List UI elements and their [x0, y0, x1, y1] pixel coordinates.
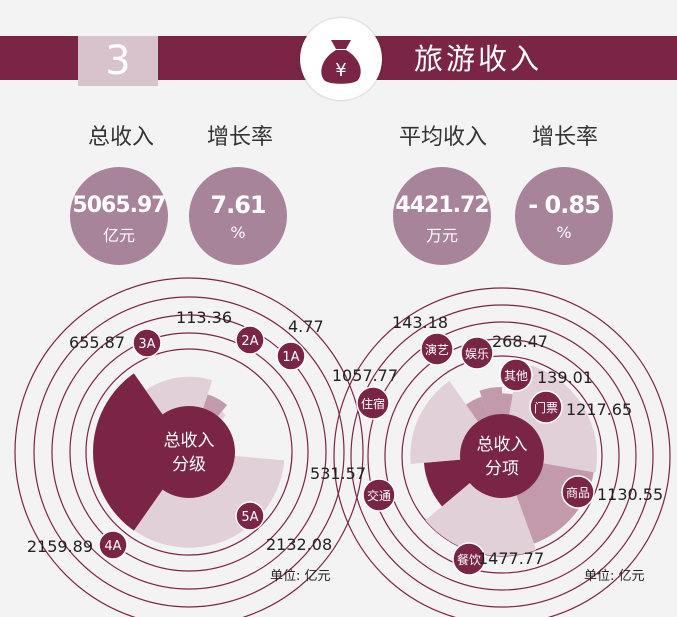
- data-label: 2159.89: [27, 537, 93, 556]
- data-label: 2132.08: [266, 535, 332, 554]
- guide-ring: [14, 277, 364, 617]
- guide-ring: [367, 321, 637, 591]
- category-label: 5A: [241, 510, 258, 525]
- data-label: 139.01: [537, 368, 593, 387]
- center-label-line: 总收入: [477, 435, 528, 455]
- data-label: 113.36: [176, 308, 232, 327]
- stat-circle-total-income: 5065.97 亿元: [70, 167, 168, 265]
- stat-unit-growth-1: %: [230, 223, 246, 242]
- category-badge: [98, 530, 128, 560]
- category-badge: [460, 336, 494, 370]
- stat-unit-growth-2: %: [556, 223, 572, 242]
- category-label: 门票: [534, 400, 558, 415]
- category-badge: [452, 542, 486, 576]
- stat-value-growth-1: 7.61: [210, 191, 266, 219]
- guide-ring: [333, 287, 671, 617]
- category-label: 3A: [138, 337, 155, 352]
- center-circle: [143, 406, 235, 498]
- category-label: 住宿: [361, 396, 385, 411]
- data-label: 1057.77: [332, 366, 398, 385]
- unit-label: 单位: 亿元: [270, 569, 331, 584]
- center-label-line: 分项: [485, 459, 519, 479]
- data-label: 1217.65: [566, 400, 632, 419]
- page-title: 旅游收入: [414, 42, 543, 76]
- category-badge: [362, 478, 396, 512]
- center-circle: [460, 414, 544, 498]
- stat-label-growth-1: 增长率: [206, 125, 273, 150]
- guide-ring: [69, 332, 309, 572]
- money-bag-icon: ¥: [300, 18, 382, 100]
- category-badge: [276, 341, 306, 371]
- category-badge: [561, 475, 595, 509]
- category-label: 其他: [504, 369, 528, 383]
- data-label: 268.47: [492, 332, 548, 351]
- category-badge: [132, 328, 162, 358]
- stat-circle-growth-2: - 0.85 %: [515, 167, 613, 265]
- guide-ring: [384, 338, 620, 574]
- category-badge: [235, 501, 265, 531]
- stat-unit-average-income: 万元: [425, 226, 458, 245]
- money-bag-yen-icon: ¥: [321, 40, 361, 84]
- yen-symbol: ¥: [335, 60, 346, 81]
- category-badge: [356, 386, 390, 420]
- category-label: 演艺: [425, 342, 449, 357]
- unit-label: 单位: 亿元: [584, 569, 645, 584]
- section-number: 3: [78, 36, 158, 86]
- category-label: 4A: [104, 539, 121, 554]
- stat-circle-average-income: 4421.72 万元: [393, 167, 491, 265]
- category-label: 餐饮: [457, 552, 481, 567]
- stat-value-growth-2: - 0.85: [528, 191, 601, 219]
- guide-ring: [350, 304, 654, 608]
- stat-label-average-income: 平均收入: [398, 125, 487, 150]
- stat-unit-total-income: 亿元: [102, 226, 135, 245]
- stat-label-total-income: 总收入: [87, 125, 154, 150]
- data-label: 4.77: [288, 317, 324, 336]
- category-label: 交通: [367, 488, 391, 503]
- category-badge: [235, 325, 265, 355]
- category-label: 1A: [282, 350, 299, 365]
- stat-value-average-income: 4421.72: [395, 193, 489, 218]
- guide-ring: [85, 348, 293, 556]
- data-label: 1477.77: [478, 549, 544, 568]
- data-label: 531.57: [310, 464, 366, 483]
- stat-value-total-income: 5065.97: [72, 193, 166, 218]
- data-label: 1130.55: [597, 485, 663, 504]
- center-label-line: 分级: [172, 455, 206, 475]
- category-badge: [529, 390, 563, 424]
- guide-ring: [51, 314, 327, 590]
- data-label: 143.18: [392, 313, 448, 332]
- guide-ring: [33, 296, 345, 608]
- category-badge: [420, 332, 454, 366]
- center-label-line: 总收入: [164, 431, 215, 451]
- stat-circle-growth-1: 7.61 %: [189, 167, 287, 265]
- category-label: 娱乐: [465, 347, 489, 361]
- category-badge: [499, 358, 533, 392]
- data-label: 655.87: [69, 333, 125, 352]
- stat-label-growth-2: 增长率: [531, 125, 598, 150]
- category-label: 2A: [241, 334, 258, 349]
- rose-slice-1-2: [93, 373, 189, 531]
- category-label: 商品: [566, 485, 590, 500]
